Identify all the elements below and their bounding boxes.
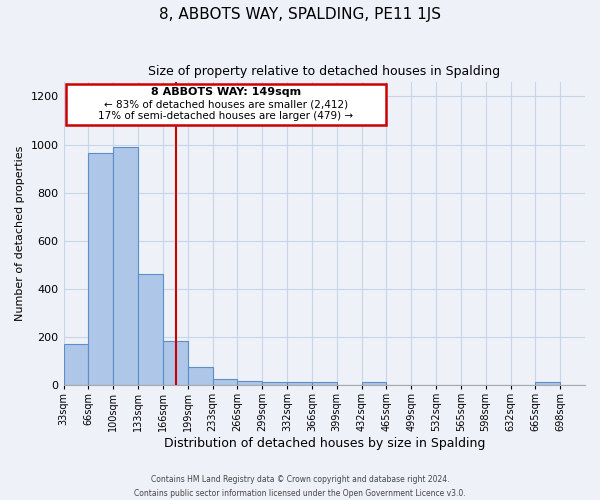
FancyBboxPatch shape — [65, 84, 386, 126]
Y-axis label: Number of detached properties: Number of detached properties — [15, 146, 25, 321]
Text: Contains HM Land Registry data © Crown copyright and database right 2024.
Contai: Contains HM Land Registry data © Crown c… — [134, 476, 466, 498]
Text: 17% of semi-detached houses are larger (479) →: 17% of semi-detached houses are larger (… — [98, 112, 353, 122]
Text: 8 ABBOTS WAY: 149sqm: 8 ABBOTS WAY: 149sqm — [151, 86, 301, 97]
X-axis label: Distribution of detached houses by size in Spalding: Distribution of detached houses by size … — [164, 437, 485, 450]
Bar — [113, 147, 138, 385]
Text: 8, ABBOTS WAY, SPALDING, PE11 1JS: 8, ABBOTS WAY, SPALDING, PE11 1JS — [159, 8, 441, 22]
Bar — [287, 382, 312, 385]
Bar — [312, 382, 337, 385]
Bar — [163, 340, 188, 385]
Text: ← 83% of detached houses are smaller (2,412): ← 83% of detached houses are smaller (2,… — [104, 100, 348, 110]
Bar — [535, 382, 560, 385]
Bar — [362, 382, 386, 385]
Bar — [138, 274, 163, 385]
Bar — [212, 379, 238, 385]
Bar — [88, 153, 113, 385]
Bar — [238, 381, 262, 385]
Bar — [188, 367, 212, 385]
Bar — [262, 382, 287, 385]
Title: Size of property relative to detached houses in Spalding: Size of property relative to detached ho… — [148, 65, 500, 78]
Bar — [64, 344, 88, 385]
